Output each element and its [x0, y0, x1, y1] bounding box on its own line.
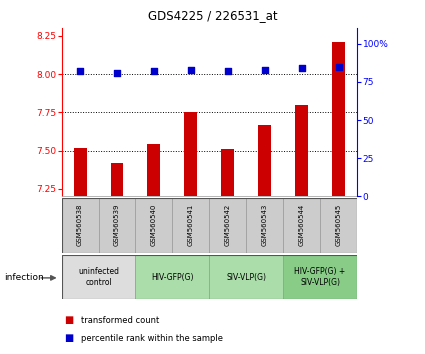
Point: [113, 70, 120, 75]
Text: infection: infection: [4, 273, 44, 282]
Point: [187, 67, 194, 73]
Bar: [246, 198, 283, 253]
Bar: [258, 125, 271, 196]
Text: GSM560540: GSM560540: [151, 204, 157, 246]
Bar: [62, 255, 136, 299]
Bar: [173, 198, 209, 253]
Text: GSM560541: GSM560541: [188, 204, 194, 246]
Bar: [283, 255, 357, 299]
Text: transformed count: transformed count: [81, 316, 159, 325]
Bar: [332, 42, 345, 196]
Bar: [110, 163, 124, 196]
Text: HIV-GFP(G): HIV-GFP(G): [151, 273, 194, 281]
Bar: [136, 198, 173, 253]
Text: GSM560538: GSM560538: [77, 203, 83, 246]
Bar: [209, 198, 246, 253]
Point: [76, 68, 83, 74]
Bar: [147, 144, 160, 196]
Point: [224, 68, 231, 74]
Bar: [136, 255, 209, 299]
Text: ■: ■: [64, 315, 73, 325]
Text: GSM560545: GSM560545: [336, 204, 342, 246]
Bar: [221, 149, 234, 196]
Text: GDS4225 / 226531_at: GDS4225 / 226531_at: [148, 9, 277, 22]
Point: [298, 65, 305, 71]
Bar: [99, 198, 136, 253]
Bar: [209, 255, 283, 299]
Text: SIV-VLP(G): SIV-VLP(G): [226, 273, 266, 281]
Text: GSM560544: GSM560544: [299, 204, 305, 246]
Bar: [62, 198, 99, 253]
Bar: [283, 198, 320, 253]
Text: GSM560542: GSM560542: [225, 204, 231, 246]
Text: ■: ■: [64, 333, 73, 343]
Bar: [320, 198, 357, 253]
Point: [150, 68, 157, 74]
Bar: [295, 105, 308, 196]
Text: percentile rank within the sample: percentile rank within the sample: [81, 333, 223, 343]
Bar: [74, 148, 87, 196]
Text: HIV-GFP(G) +
SIV-VLP(G): HIV-GFP(G) + SIV-VLP(G): [295, 267, 346, 287]
Text: GSM560539: GSM560539: [114, 203, 120, 246]
Bar: [184, 113, 197, 196]
Point: [261, 67, 268, 73]
Text: uninfected
control: uninfected control: [78, 267, 119, 287]
Text: GSM560543: GSM560543: [262, 204, 268, 246]
Point: [335, 64, 342, 69]
